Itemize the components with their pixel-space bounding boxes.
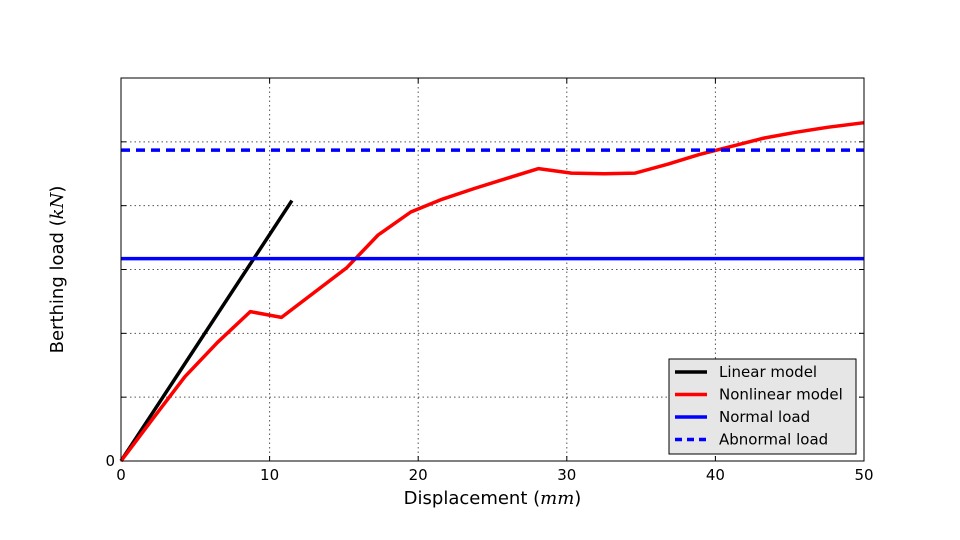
y-axis-label-text: Berthing load ( xyxy=(47,219,68,353)
x-tick-label: 30 xyxy=(557,466,576,484)
x-axis-label: Displacement (mm) xyxy=(404,488,582,509)
legend-label: Abnormal load xyxy=(719,431,828,449)
axis-ticks: 0 10 20 30 40 50 0 xyxy=(105,77,874,484)
x-axis-label-close: ) xyxy=(574,488,581,509)
y-axis-label: Berthing load (kN) xyxy=(47,186,68,354)
legend-label: Nonlinear model xyxy=(719,386,843,404)
y-axis-label-unit: kN xyxy=(47,191,68,219)
x-tick-label: 20 xyxy=(409,466,428,484)
legend: Linear model Nonlinear model Normal load Ab… xyxy=(668,358,857,455)
x-tick-label: 50 xyxy=(854,466,873,484)
x-tick-label: 10 xyxy=(260,466,279,484)
legend-label: Linear model xyxy=(719,363,817,381)
series-line-linear-model xyxy=(119,199,294,462)
series-line-nonlinear-model xyxy=(119,120,865,463)
x-tick-label: 40 xyxy=(706,466,725,484)
grid-lines xyxy=(121,78,864,461)
y-axis-label-close: ) xyxy=(47,186,68,193)
x-tick-label: 0 xyxy=(116,466,126,484)
x-axis-label-text: Displacement ( xyxy=(404,488,541,509)
y-tick-label: 0 xyxy=(105,452,115,470)
series-lines xyxy=(119,120,865,463)
legend-label: Normal load xyxy=(719,408,810,426)
x-axis-label-unit: mm xyxy=(540,488,574,509)
